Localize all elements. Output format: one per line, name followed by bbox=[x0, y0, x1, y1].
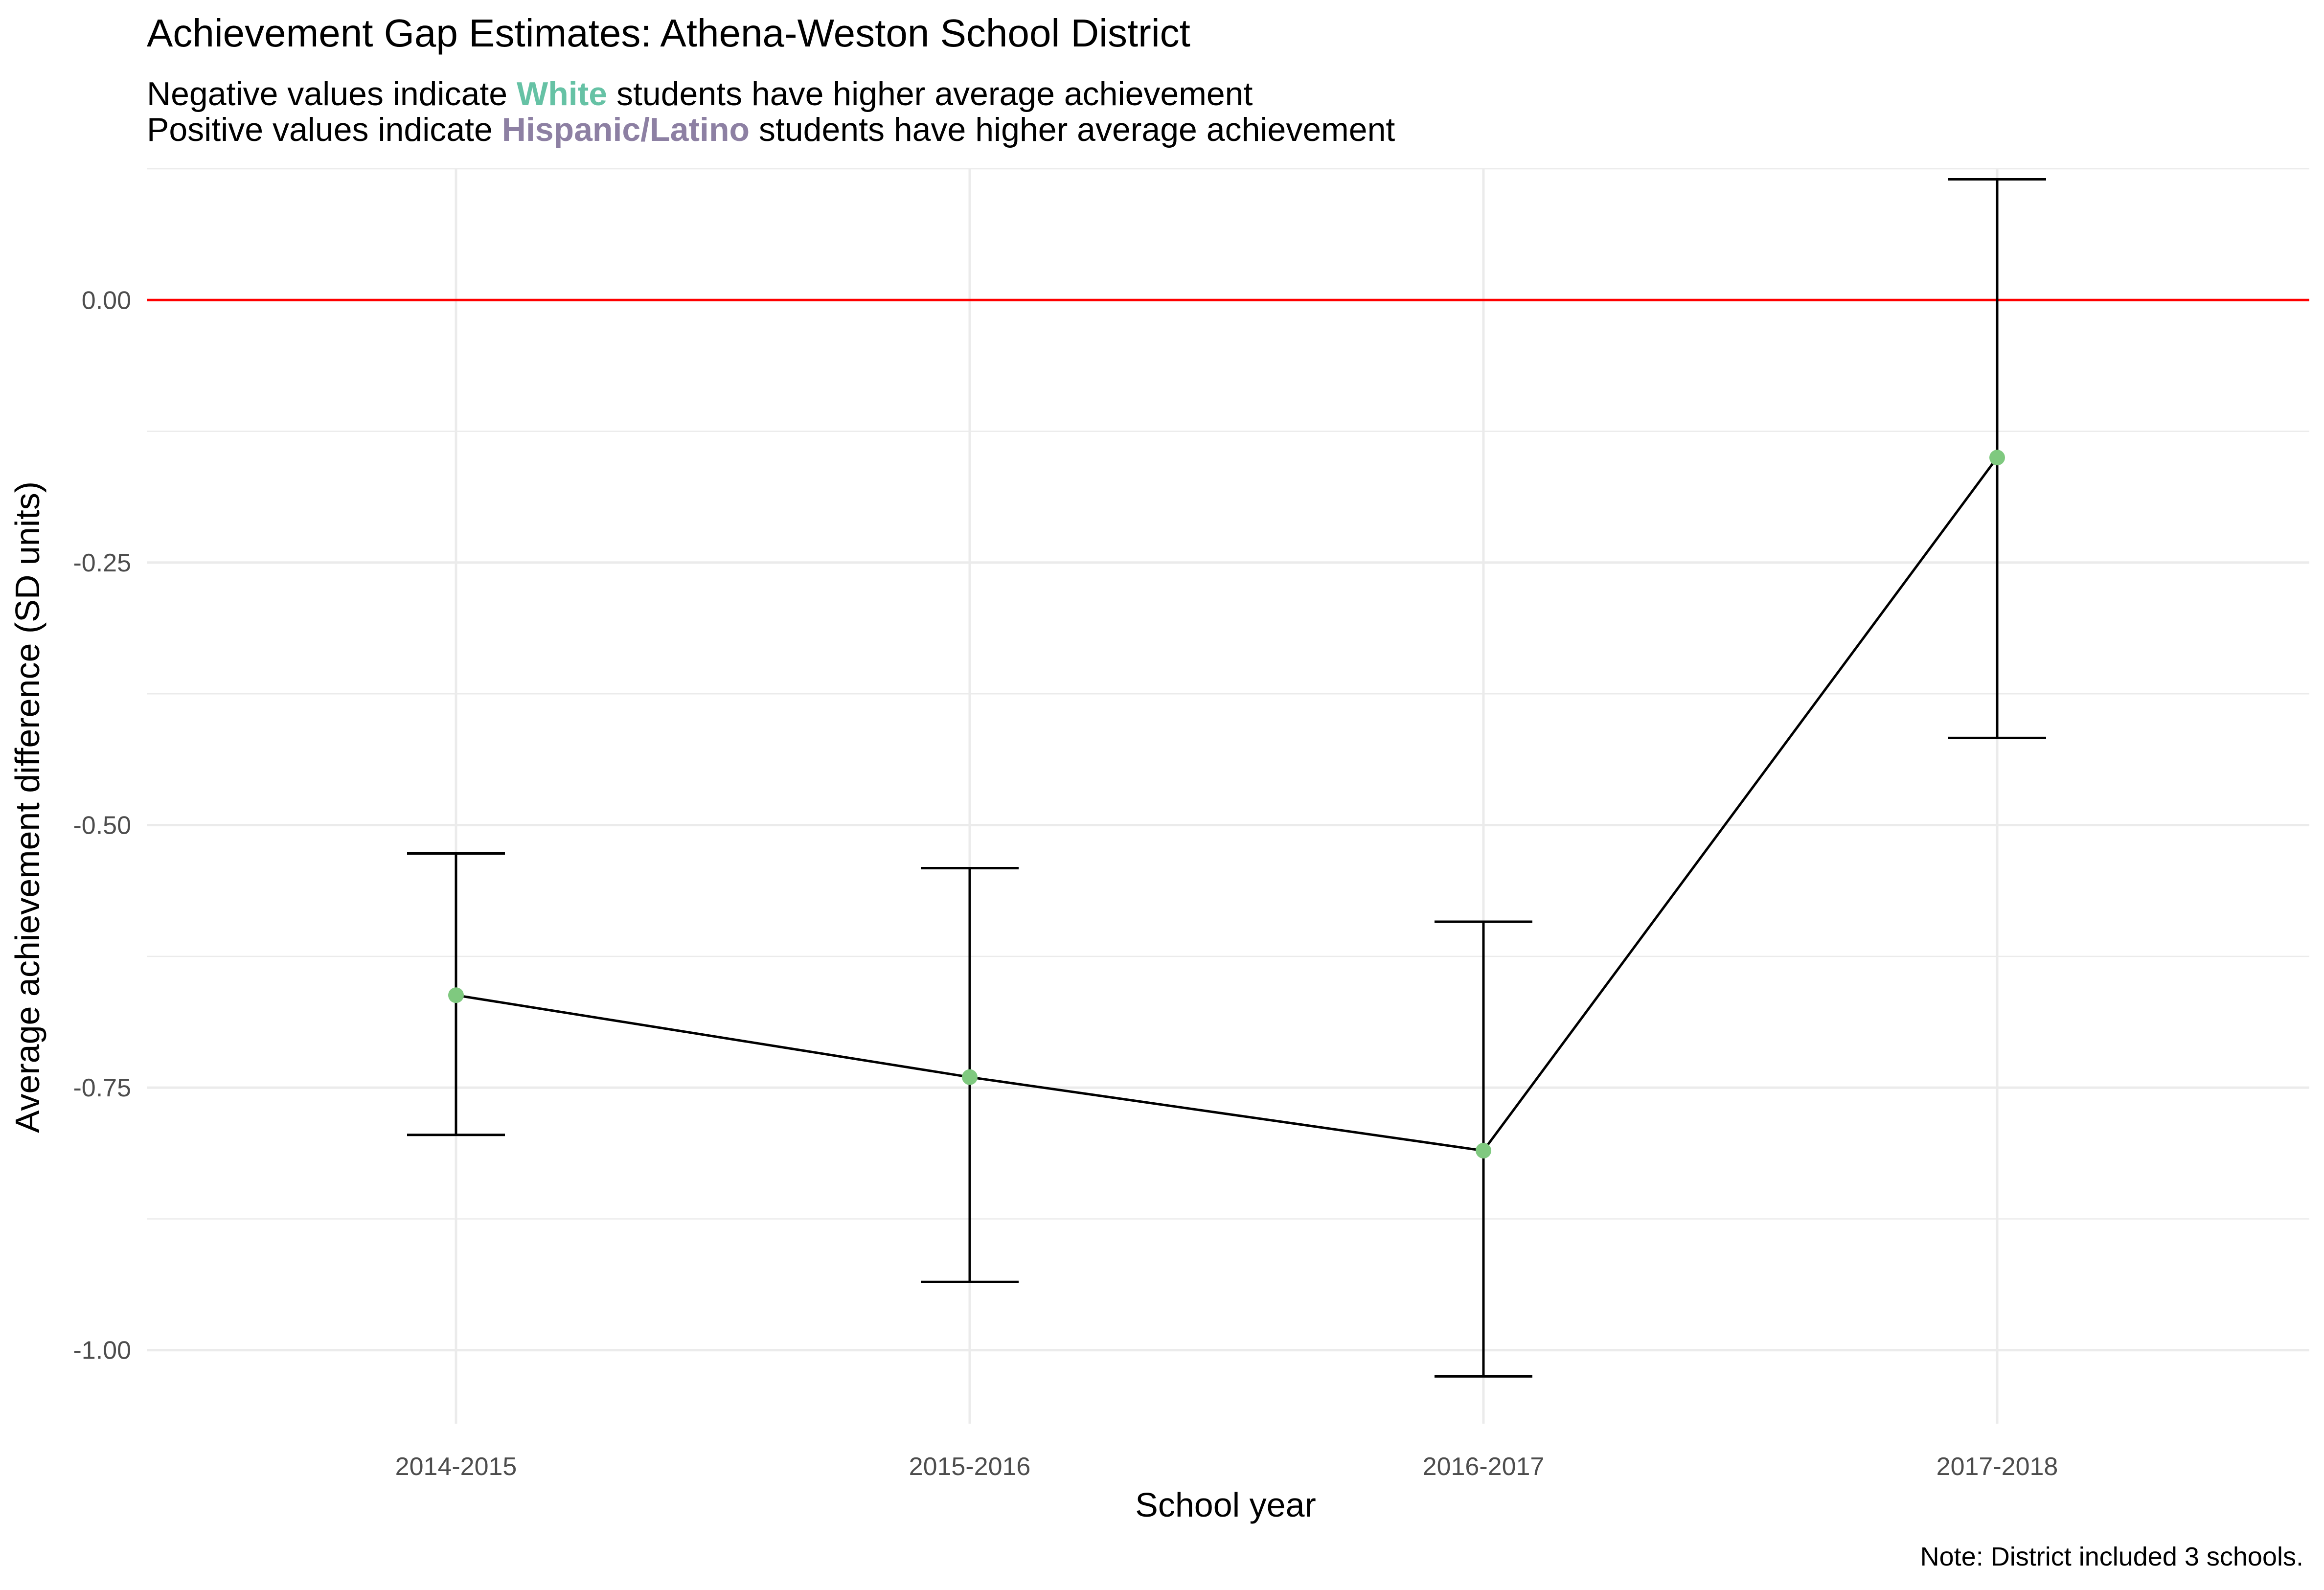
y-tick-label: -1.00 bbox=[73, 1337, 131, 1365]
data-point bbox=[1989, 450, 2005, 466]
data-points bbox=[448, 450, 2005, 1158]
y-tick-labels: 0.00 -0.25 -0.50 -0.75 -1.00 bbox=[73, 286, 131, 1364]
x-tick-label: 2014-2015 bbox=[395, 1453, 517, 1481]
subtitle-line-1: Negative values indicate White students … bbox=[147, 75, 1253, 113]
x-tick-label: 2017-2018 bbox=[1937, 1453, 2058, 1481]
subtitle-2-after: students have higher average achievement bbox=[750, 111, 1395, 148]
y-tick-label: -0.25 bbox=[73, 549, 131, 577]
subtitle-white-highlight: White bbox=[517, 75, 607, 113]
chart-title: Achievement Gap Estimates: Athena-Weston… bbox=[147, 11, 1190, 55]
y-axis-title: Average achievement difference (SD units… bbox=[8, 481, 46, 1133]
subtitle-1-after: students have higher average achievement bbox=[607, 75, 1253, 113]
subtitle-line-2: Positive values indicate Hispanic/Latino… bbox=[147, 111, 1395, 148]
y-tick-label: -0.50 bbox=[73, 812, 131, 840]
y-tick-label: 0.00 bbox=[82, 286, 131, 315]
x-tick-label: 2016-2017 bbox=[1423, 1453, 1545, 1481]
x-axis-title: School year bbox=[1135, 1486, 1316, 1524]
series-line-group bbox=[456, 456, 1999, 1152]
grid bbox=[147, 168, 2309, 1424]
subtitle-hispanic-highlight: Hispanic/Latino bbox=[502, 111, 750, 148]
x-tick-label: 2015-2016 bbox=[909, 1453, 1031, 1481]
series-line bbox=[456, 456, 1999, 1152]
error-bars bbox=[407, 178, 2046, 1378]
chart-caption: Note: District included 3 schools. bbox=[1920, 1542, 2303, 1571]
data-point bbox=[1476, 1142, 1491, 1158]
data-point bbox=[962, 1069, 978, 1085]
subtitle-1-before: Negative values indicate bbox=[147, 75, 517, 113]
y-tick-label: -0.75 bbox=[73, 1074, 131, 1102]
x-tick-labels: 2014-2015 2015-2016 2016-2017 2017-2018 bbox=[395, 1453, 2058, 1481]
subtitle-2-before: Positive values indicate bbox=[147, 111, 502, 148]
data-point bbox=[448, 987, 464, 1003]
